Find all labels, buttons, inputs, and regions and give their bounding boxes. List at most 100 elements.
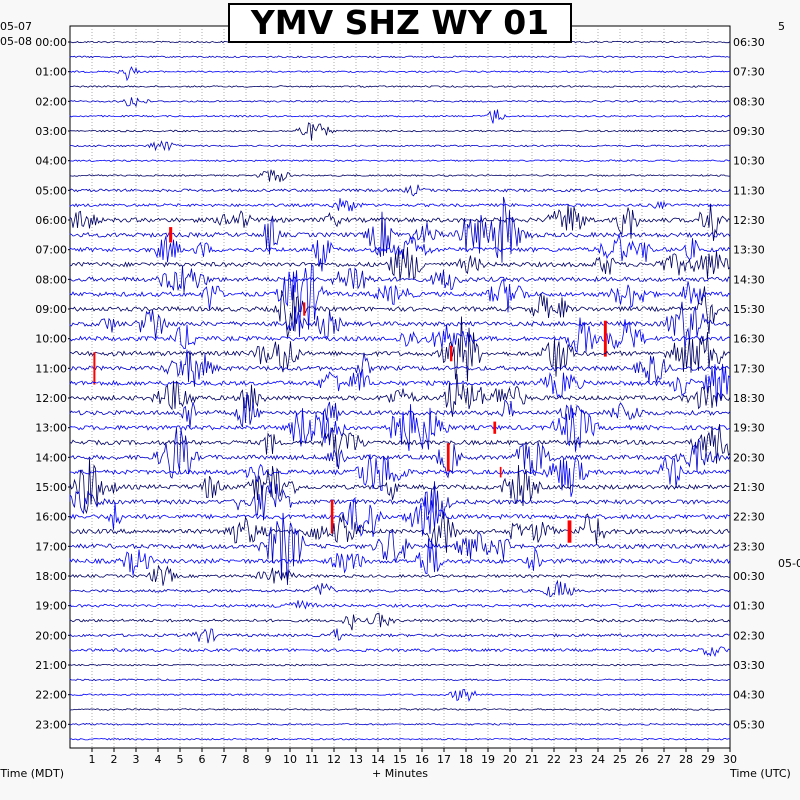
left-time-label: 18:00	[35, 570, 67, 583]
right-time-label: 20:30	[733, 451, 765, 464]
trace-row	[69, 55, 731, 59]
trace-row	[69, 265, 731, 293]
trace-row	[69, 454, 731, 497]
left-time-label: 09:00	[35, 303, 67, 316]
left-time-label: 19:00	[35, 600, 67, 613]
x-tick-label: 10	[283, 753, 297, 766]
clipped-signal	[93, 352, 96, 385]
trace-row	[69, 349, 731, 387]
trace-row	[69, 284, 731, 338]
trace-row	[69, 263, 731, 338]
trace-row	[69, 427, 731, 479]
left-time-label: 02:00	[35, 95, 67, 108]
trace-row	[69, 109, 731, 124]
trace-row	[69, 579, 731, 598]
x-axis-title: + Minutes	[372, 767, 428, 780]
right-time-label: 22:30	[733, 511, 765, 524]
trace-row	[69, 722, 731, 726]
trace-row	[69, 612, 731, 631]
left-time-label: 01:00	[35, 66, 67, 79]
clipped-signal	[450, 345, 453, 362]
left-time-label: 17:00	[35, 540, 67, 553]
x-tick-label: 13	[349, 753, 363, 766]
x-tick-label: 24	[591, 753, 605, 766]
trace-row	[69, 512, 731, 553]
x-tick-label: 30	[723, 753, 737, 766]
trace-row	[69, 66, 731, 82]
x-tick-label: 29	[701, 753, 715, 766]
left-time-label: 00:00	[35, 36, 67, 49]
clipped-signal	[446, 443, 450, 472]
trace-row	[69, 663, 731, 667]
trace-row	[69, 689, 731, 703]
right-time-label: 16:30	[733, 333, 765, 346]
trace-row	[69, 628, 731, 644]
x-tick-label: 16	[415, 753, 429, 766]
clipped-signal	[499, 466, 502, 478]
trace-row	[69, 599, 731, 610]
right-time-label: 08:30	[733, 95, 765, 108]
date-label-right-top: 5	[778, 20, 785, 33]
right-time-label: 02:30	[733, 629, 765, 642]
trace-row	[69, 184, 731, 197]
clipped-signal	[169, 227, 173, 243]
x-tick-label: 27	[657, 753, 671, 766]
x-tick-label: 21	[525, 753, 539, 766]
left-time-label: 16:00	[35, 511, 67, 524]
trace-row	[69, 204, 731, 241]
left-time-label: 13:00	[35, 422, 67, 435]
left-time-label: 20:00	[35, 629, 67, 642]
right-time-label: 05:30	[733, 718, 765, 731]
right-time-label: 23:30	[733, 540, 765, 553]
trace-row	[69, 496, 731, 537]
x-tick-label: 2	[111, 753, 118, 766]
left-time-label: 12:00	[35, 392, 67, 405]
trace-row	[69, 646, 731, 658]
right-time-label: 19:30	[733, 422, 765, 435]
x-tick-label: 26	[635, 753, 649, 766]
left-time-label: 15:00	[35, 481, 67, 494]
x-tick-label: 18	[459, 753, 473, 766]
left-time-label: 06:00	[35, 214, 67, 227]
left-time-label: 22:00	[35, 689, 67, 702]
clipped-signal	[330, 499, 334, 534]
right-time-label: 03:30	[733, 659, 765, 672]
trace-row	[69, 678, 730, 682]
trace-row	[69, 423, 731, 467]
left-time-label: 14:00	[35, 451, 67, 464]
trace-row	[69, 122, 731, 141]
x-tick-label: 22	[547, 753, 561, 766]
right-time-label: 15:30	[733, 303, 765, 316]
seismic-traces	[69, 40, 731, 741]
x-tick-label: 15	[393, 753, 407, 766]
trace-row	[69, 512, 731, 586]
right-time-label: 09:30	[733, 125, 765, 138]
trace-row	[69, 169, 731, 183]
date-label-left: 05-08	[0, 35, 32, 48]
left-time-label: 08:00	[35, 273, 67, 286]
right-time-label: 10:30	[733, 155, 765, 168]
right-time-label: 21:30	[733, 481, 765, 494]
trace-row	[69, 85, 731, 88]
x-tick-label: 3	[133, 753, 140, 766]
trace-row	[69, 393, 731, 428]
right-time-label: 13:30	[733, 244, 765, 257]
left-time-label: 03:00	[35, 125, 67, 138]
x-tick-label: 5	[177, 753, 184, 766]
right-time-label: 11:30	[733, 184, 765, 197]
x-tick-label: 28	[679, 753, 693, 766]
x-tick-label: 8	[243, 753, 250, 766]
right-time-label: 04:30	[733, 689, 765, 702]
right-time-label: 14:30	[733, 273, 765, 286]
trace-row	[69, 458, 731, 514]
x-tick-label: 11	[305, 753, 319, 766]
trace-row	[69, 737, 730, 741]
right-time-label: 17:30	[733, 362, 765, 375]
trace-row	[69, 196, 731, 263]
clipped-signal	[567, 520, 572, 543]
left-time-label: 07:00	[35, 244, 67, 257]
right-time-label: 06:30	[733, 36, 765, 49]
x-tick-label: 23	[569, 753, 583, 766]
clipped-signal	[303, 302, 306, 316]
trace-row	[69, 317, 731, 354]
